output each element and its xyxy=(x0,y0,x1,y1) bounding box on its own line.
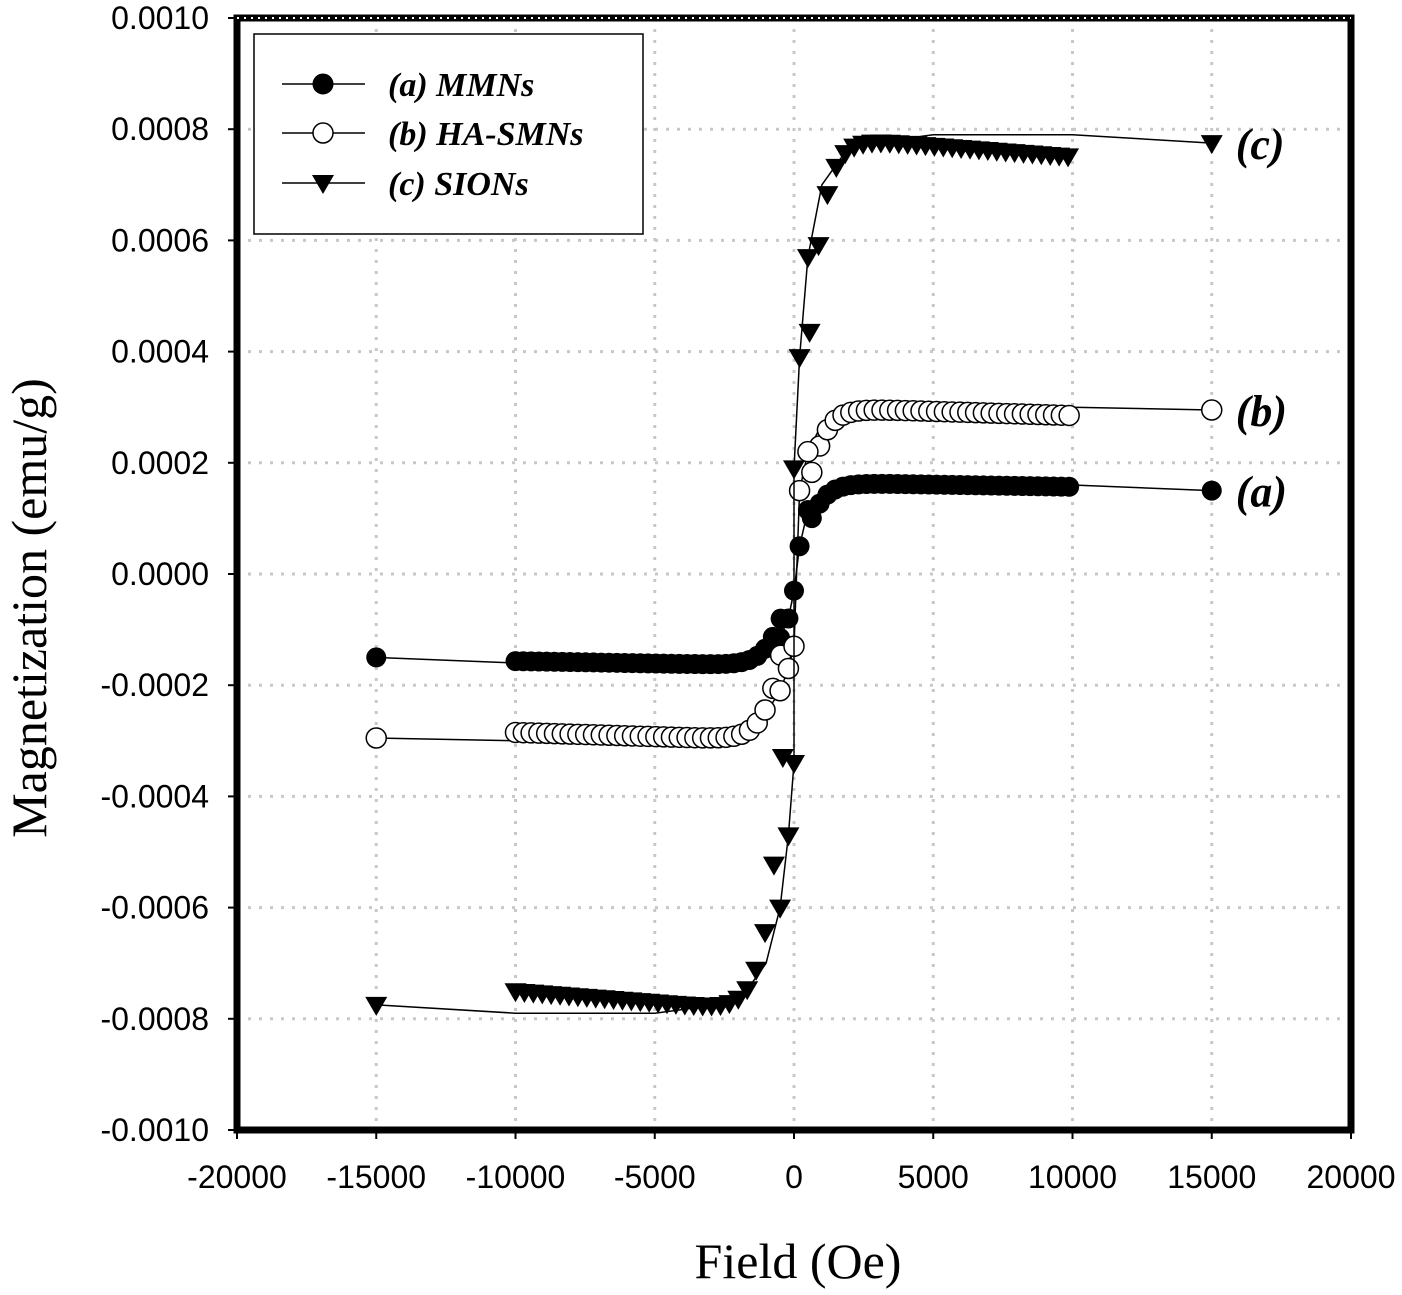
series-0 xyxy=(366,473,1222,675)
x-tick-label-3: -5000 xyxy=(614,1159,696,1195)
series-2-point-33 xyxy=(807,237,830,257)
series-0-point-0 xyxy=(366,647,387,668)
series-0-point-73 xyxy=(789,536,810,557)
series-1-point-73 xyxy=(788,479,811,502)
x-tick-label-5: 5000 xyxy=(898,1159,969,1195)
curve-label-0: (a) xyxy=(1236,468,1287,517)
series-2-point-34 xyxy=(816,186,839,206)
series-1-point-75 xyxy=(1201,399,1223,421)
x-tick-label-6: 10000 xyxy=(1028,1159,1117,1195)
series-2-point-68 xyxy=(1200,135,1223,155)
series-2-point-29 xyxy=(754,924,777,944)
y-tick-label-6: -0.0002 xyxy=(100,667,209,703)
x-tick-label-8: 20000 xyxy=(1307,1159,1396,1195)
y-tick-label-1: 0.0008 xyxy=(111,111,209,147)
y-tick-label-9: -0.0008 xyxy=(100,1001,209,1037)
legend-label-b: (b) HA-SMNs xyxy=(388,116,584,153)
y-axis-title: Magnetization (emu/g) xyxy=(1,378,57,838)
y-tick-label-5: 0.0000 xyxy=(111,556,209,592)
y-tick-label-3: 0.0004 xyxy=(111,334,209,370)
series-2 xyxy=(365,134,1223,1017)
y-tick-label-2: 0.0006 xyxy=(111,222,209,258)
grid-lines xyxy=(237,18,1351,1130)
series-1 xyxy=(365,399,1223,749)
y-tick-label-8: -0.0006 xyxy=(100,890,209,926)
series-1-point-0 xyxy=(365,727,387,749)
x-axis-title: Field (Oe) xyxy=(695,1233,902,1289)
y-tick-label-4: 0.0002 xyxy=(111,445,209,481)
legend-label-a: (a) MMNs xyxy=(388,67,534,104)
series-2-point-66 xyxy=(788,349,811,369)
series-2-point-28 xyxy=(745,961,768,981)
curve-label-1: (b) xyxy=(1236,387,1287,436)
curve-label-2: (c) xyxy=(1236,120,1285,169)
series-2-point-65 xyxy=(783,460,805,480)
series-2-point-64 xyxy=(783,755,805,775)
series-2-point-31 xyxy=(771,748,794,768)
x-tick-label-2: -10000 xyxy=(466,1159,566,1195)
series-0-point-75 xyxy=(1201,480,1222,501)
series-2-point-26 xyxy=(727,990,750,1010)
curve-labels: (a) (b) (c) xyxy=(1236,120,1287,516)
legend-marker-c xyxy=(312,175,334,194)
series-1-point-74 xyxy=(797,440,819,463)
series-layer xyxy=(365,134,1223,1017)
legend-marker-b xyxy=(312,122,334,144)
series-2-point-32 xyxy=(798,323,821,343)
series-2-point-30 xyxy=(762,856,785,876)
series-1-point-33 xyxy=(754,699,776,721)
series-2-point-63 xyxy=(777,827,800,847)
axis-ticks: -20000 -15000 -10000 -5000 0 5000 10000 15000 20… xyxy=(100,0,1395,1195)
series-1-point-70 xyxy=(769,680,791,702)
series-2-point-0 xyxy=(365,996,388,1016)
y-tick-label-0: 0.0010 xyxy=(111,0,209,36)
x-tick-label-4: 0 xyxy=(785,1159,803,1195)
legend: (a) MMNs (b) HA-SMNs (c) SIONs xyxy=(253,33,644,235)
x-tick-label-7: 15000 xyxy=(1167,1159,1256,1195)
y-tick-label-7: -0.0004 xyxy=(100,778,209,814)
series-2-point-62 xyxy=(769,899,792,919)
y-tick-label-10: -0.0010 xyxy=(100,1112,209,1148)
series-0-point-74 xyxy=(797,500,818,521)
x-tick-label-0: -20000 xyxy=(187,1159,287,1195)
series-1-point-71 xyxy=(777,657,800,680)
series-2-point-67 xyxy=(796,249,819,269)
legend-marker-a xyxy=(312,73,334,95)
series-2-point-61 xyxy=(1057,148,1080,168)
series-2-point-35 xyxy=(825,158,848,178)
series-0-point-69 xyxy=(1059,476,1080,497)
legend-label-c: (c) SIONs xyxy=(388,166,529,203)
series-2-point-27 xyxy=(736,981,759,1001)
x-tick-label-1: -15000 xyxy=(326,1159,426,1195)
series-1-point-36 xyxy=(801,461,823,484)
series-1-point-69 xyxy=(1058,404,1080,427)
